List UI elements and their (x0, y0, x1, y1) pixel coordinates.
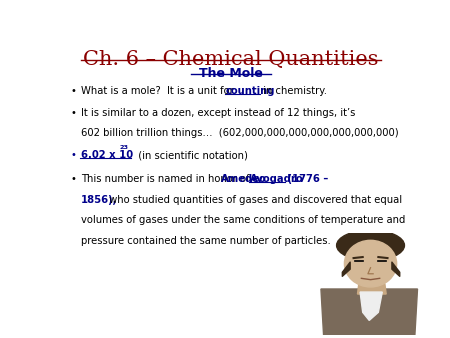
Text: volumes of gases under the same conditions of temperature and: volumes of gases under the same conditio… (81, 215, 405, 225)
Text: (in scientific notation): (in scientific notation) (131, 150, 248, 161)
Text: 23: 23 (119, 145, 128, 150)
Text: •: • (70, 108, 76, 118)
Text: Avogadro: Avogadro (250, 174, 304, 184)
Text: pressure contained the same number of particles.: pressure contained the same number of pa… (81, 236, 330, 246)
Text: The Mole: The Mole (199, 67, 262, 79)
Text: (1776 –: (1776 – (284, 174, 329, 184)
Text: •: • (70, 174, 76, 184)
Ellipse shape (344, 240, 396, 287)
Text: Amedeo: Amedeo (221, 174, 267, 184)
Text: This number is named in honor of: This number is named in honor of (81, 174, 252, 184)
Text: in chemistry.: in chemistry. (260, 86, 327, 96)
Text: counting: counting (225, 86, 275, 96)
Ellipse shape (337, 230, 405, 261)
Text: •: • (70, 150, 76, 161)
Text: 602 billion trillion things…  (602,000,000,000,000,000,000,000): 602 billion trillion things… (602,000,00… (81, 128, 398, 138)
Polygon shape (321, 289, 418, 335)
Text: who studied quantities of gases and discovered that equal: who studied quantities of gases and disc… (106, 195, 402, 204)
Polygon shape (357, 284, 386, 294)
Text: It is similar to a dozen, except instead of 12 things, it’s: It is similar to a dozen, except instead… (81, 108, 355, 118)
Text: 6.02 x 10: 6.02 x 10 (81, 150, 133, 161)
Text: Ch. 6 – Chemical Quantities: Ch. 6 – Chemical Quantities (83, 50, 378, 69)
Text: 1856),: 1856), (81, 195, 117, 204)
Polygon shape (360, 292, 382, 320)
Text: •: • (70, 86, 76, 96)
Text: What is a mole?  It is a unit for: What is a mole? It is a unit for (81, 86, 237, 96)
